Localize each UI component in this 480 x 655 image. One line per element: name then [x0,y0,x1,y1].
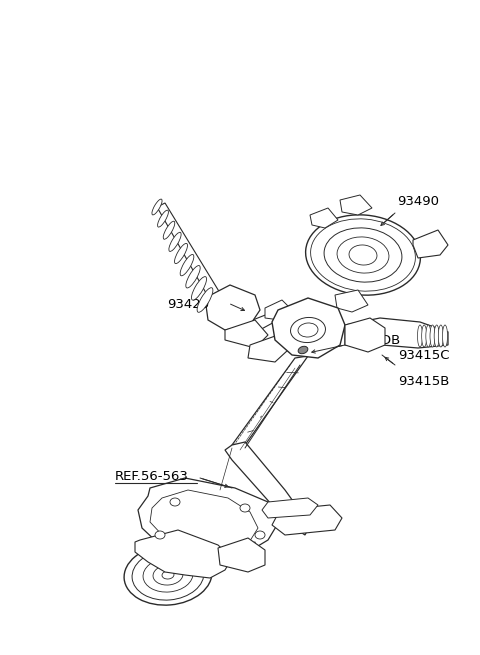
Ellipse shape [143,558,193,592]
Polygon shape [413,230,448,258]
Text: 93420: 93420 [167,297,209,310]
Polygon shape [345,318,448,348]
Ellipse shape [430,325,435,347]
Polygon shape [240,310,278,338]
Ellipse shape [175,244,188,263]
Ellipse shape [162,571,174,579]
Ellipse shape [192,276,206,300]
Polygon shape [218,538,265,572]
Ellipse shape [290,318,325,343]
Ellipse shape [197,288,213,312]
Polygon shape [340,195,372,215]
Ellipse shape [240,504,250,512]
Ellipse shape [349,245,377,265]
Ellipse shape [324,228,402,282]
Text: 93490: 93490 [397,195,439,208]
Polygon shape [310,208,338,228]
Text: 93415B: 93415B [398,375,449,388]
Polygon shape [345,318,385,352]
Polygon shape [248,335,288,362]
Polygon shape [335,290,368,312]
Polygon shape [232,356,308,445]
Text: REF.56-563: REF.56-563 [115,470,189,483]
Polygon shape [157,203,220,300]
Polygon shape [272,505,342,535]
Polygon shape [225,442,310,535]
Ellipse shape [311,219,415,291]
Ellipse shape [421,325,427,347]
Ellipse shape [153,565,183,585]
Ellipse shape [418,325,422,347]
Ellipse shape [298,346,308,354]
Polygon shape [205,285,260,330]
Ellipse shape [255,531,265,539]
Ellipse shape [426,325,431,347]
Ellipse shape [443,325,447,347]
Ellipse shape [124,545,212,605]
Text: 93415C: 93415C [398,349,449,362]
Ellipse shape [169,233,181,252]
Text: 1231DB: 1231DB [348,333,401,346]
Ellipse shape [298,323,318,337]
Polygon shape [265,300,292,320]
Polygon shape [150,490,258,550]
Ellipse shape [132,550,204,600]
Polygon shape [225,320,268,348]
Ellipse shape [155,531,165,539]
Ellipse shape [163,221,175,239]
Ellipse shape [186,265,200,288]
Ellipse shape [438,325,444,347]
Polygon shape [262,498,318,518]
Polygon shape [272,298,345,358]
Ellipse shape [306,215,420,295]
Ellipse shape [170,498,180,506]
Ellipse shape [434,325,439,347]
Ellipse shape [180,255,194,276]
Ellipse shape [157,210,168,227]
Ellipse shape [152,199,162,215]
Polygon shape [135,530,232,578]
Ellipse shape [337,237,389,273]
Polygon shape [138,478,280,558]
